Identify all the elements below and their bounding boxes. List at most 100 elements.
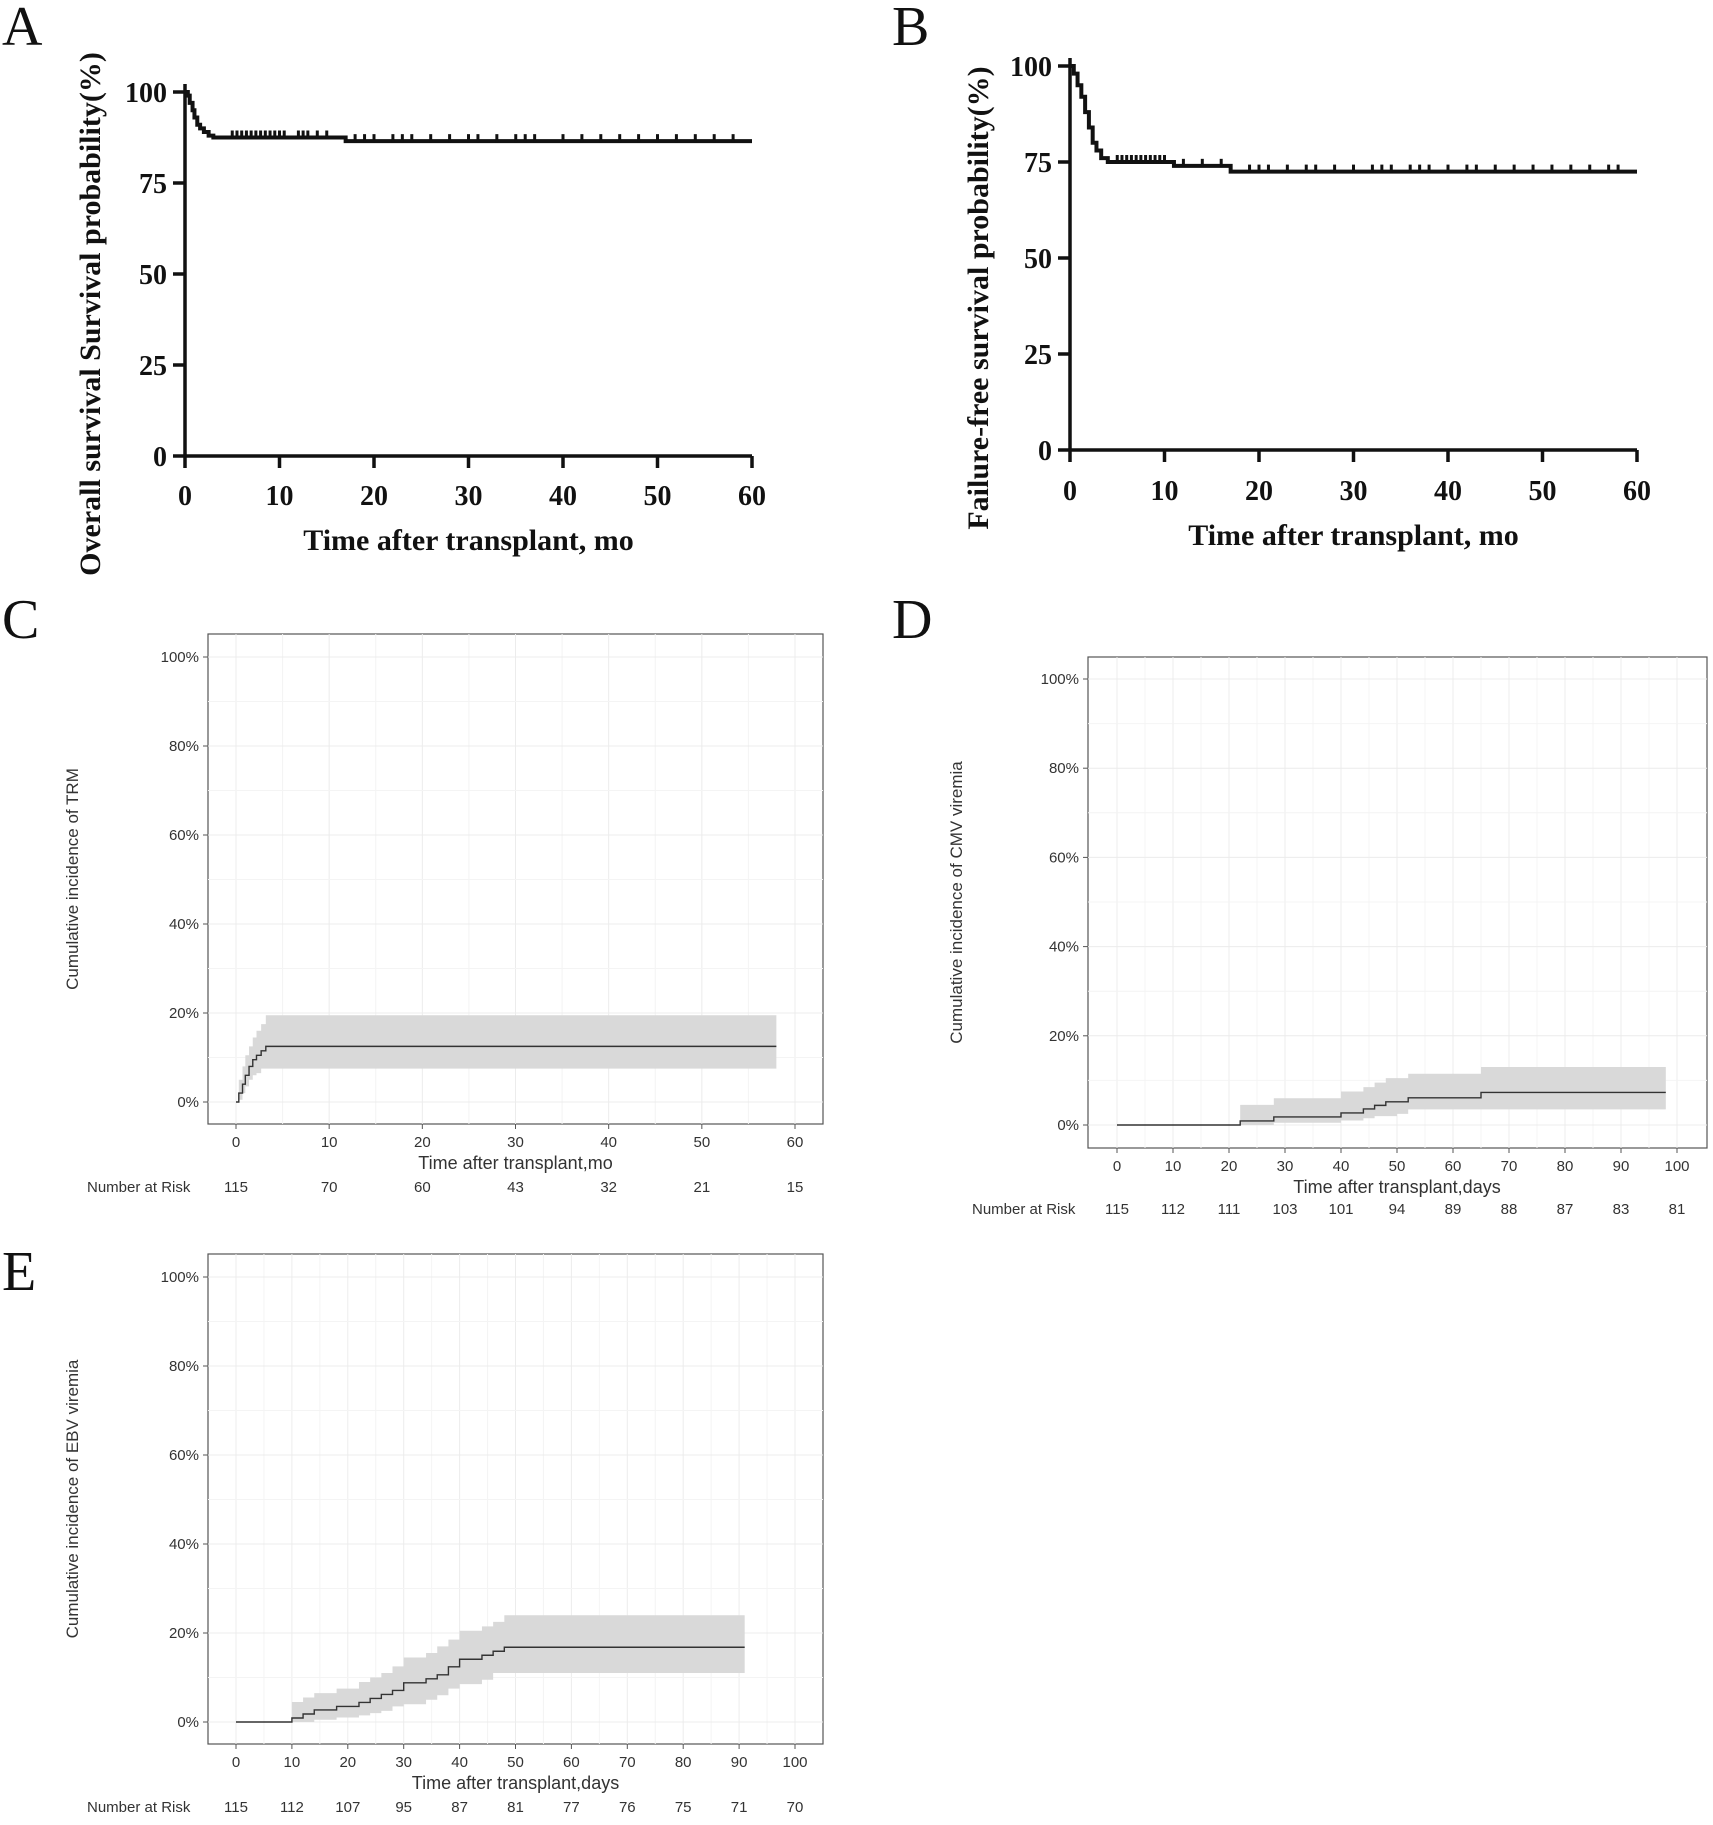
y-tick-label: 100 (125, 78, 167, 109)
x-tick-label: 40 (451, 1754, 468, 1771)
y-tick-label: 100% (1041, 671, 1079, 688)
x-tick-label: 10 (321, 1134, 338, 1151)
y-axis-label: Cumulative incidence of CMV viremia (947, 761, 966, 1044)
risk-table-value: 70 (321, 1179, 338, 1196)
x-tick-label: 20 (339, 1754, 356, 1771)
confidence-band (236, 1015, 777, 1102)
risk-table-value: 21 (693, 1179, 710, 1196)
y-tick-label: 25 (1024, 340, 1052, 371)
risk-table-value: 112 (1161, 1201, 1185, 1218)
y-axis-label: Cumulative incidence of EBV viremia (63, 1359, 82, 1638)
risk-table-value: 115 (224, 1179, 248, 1196)
panel-letter: C (2, 589, 39, 651)
x-tick-label: 100 (1664, 1158, 1689, 1175)
x-tick-label: 50 (507, 1754, 524, 1771)
x-tick-label: 60 (787, 1134, 804, 1151)
x-tick-label: 30 (1277, 1158, 1294, 1175)
y-tick-label: 80% (169, 1358, 199, 1375)
x-tick-label: 30 (395, 1754, 412, 1771)
x-tick-label: 50 (1529, 476, 1557, 507)
panel-letter: B (892, 0, 929, 58)
y-tick-label: 50 (1024, 244, 1052, 275)
y-tick-label: 60% (1049, 849, 1079, 866)
y-tick-label: 60% (169, 827, 199, 844)
y-tick-label: 0% (177, 1714, 199, 1731)
x-axis-label: Time after transplant,days (412, 1773, 619, 1793)
y-tick-label: 100% (161, 649, 199, 666)
risk-table-value: 81 (1669, 1201, 1686, 1218)
x-axis-label: Time after transplant,days (1293, 1177, 1500, 1197)
x-tick-label: 50 (693, 1134, 710, 1151)
x-tick-label: 60 (738, 481, 766, 512)
incidence-curve (236, 1045, 777, 1103)
y-tick-label: 80% (1049, 760, 1079, 777)
x-tick-label: 0 (1113, 1158, 1121, 1175)
risk-table-value: 101 (1328, 1201, 1353, 1218)
x-tick-label: 40 (1434, 476, 1462, 507)
x-tick-label: 50 (644, 481, 672, 512)
risk-table-value: 77 (563, 1799, 580, 1816)
x-tick-label: 60 (563, 1754, 580, 1771)
risk-table-value: 111 (1218, 1201, 1241, 1218)
x-tick-label: 10 (1165, 1158, 1182, 1175)
x-tick-label: 0 (1063, 476, 1077, 507)
risk-table-value: 87 (451, 1799, 468, 1816)
y-tick-label: 20% (169, 1005, 199, 1022)
risk-table-value: 112 (280, 1799, 304, 1816)
incidence-curve (236, 1646, 745, 1723)
x-tick-label: 60 (1623, 476, 1651, 507)
y-tick-label: 20% (1049, 1028, 1079, 1045)
survival-curve (185, 90, 752, 144)
y-tick-label: 75 (1024, 148, 1052, 179)
y-tick-label: 20% (169, 1625, 199, 1642)
y-tick-label: 40% (169, 916, 199, 933)
confidence-band (1117, 1067, 1666, 1125)
survival-curve (1070, 64, 1637, 174)
x-tick-label: 0 (232, 1754, 240, 1771)
x-tick-label: 40 (1333, 1158, 1350, 1175)
x-axis-label: Time after transplant, mo (303, 524, 634, 557)
x-tick-label: 10 (266, 481, 294, 512)
risk-table-label: Number at Risk (87, 1179, 191, 1196)
y-tick-label: 50 (139, 260, 167, 291)
y-tick-label: 0% (1057, 1117, 1079, 1134)
y-axis-label: Failure-free survival probability(%) (962, 66, 995, 529)
panel-letter: D (892, 589, 932, 651)
panel-letter: A (2, 0, 43, 58)
panel-e: E 0 10 20 30 40 50 60 70 80 90 100 0% 20% 40% 60% 80% 100… (2, 1241, 824, 1816)
x-tick-label: 100 (782, 1754, 807, 1771)
risk-table-value: 88 (1501, 1201, 1518, 1218)
risk-table-value: 81 (507, 1799, 524, 1816)
panel-d: D 0 10 20 30 40 50 60 70 80 90 100 0% 20% 40% 60% 80% 100… (892, 589, 1708, 1218)
y-tick-label: 60% (169, 1447, 199, 1464)
risk-table-value: 60 (414, 1179, 431, 1196)
risk-table-value: 115 (1105, 1201, 1129, 1218)
risk-table-value: 71 (731, 1799, 748, 1816)
risk-table-value: 15 (787, 1179, 804, 1196)
y-tick-label: 75 (139, 169, 167, 200)
risk-table-value: 75 (675, 1799, 692, 1816)
x-tick-label: 40 (549, 481, 577, 512)
y-tick-label: 40% (1049, 939, 1079, 956)
y-tick-label: 100% (161, 1269, 199, 1286)
risk-table-value: 32 (600, 1179, 617, 1196)
x-tick-label: 50 (1389, 1158, 1406, 1175)
x-tick-label: 80 (1557, 1158, 1574, 1175)
y-tick-label: 100 (1010, 52, 1052, 83)
panel-letter: E (2, 1241, 36, 1303)
x-tick-label: 70 (1501, 1158, 1518, 1175)
x-tick-label: 20 (360, 481, 388, 512)
risk-table-value: 43 (507, 1179, 524, 1196)
x-tick-label: 60 (1445, 1158, 1462, 1175)
risk-table-value: 76 (619, 1799, 636, 1816)
panel-b: B 0 10 20 30 40 50 60 0 25 50 75 100 Time after trans… (892, 0, 1651, 552)
y-tick-label: 0 (153, 442, 167, 473)
x-tick-label: 30 (1340, 476, 1368, 507)
x-tick-label: 30 (507, 1134, 524, 1151)
risk-table-value: 94 (1389, 1201, 1406, 1218)
x-tick-label: 20 (1245, 476, 1273, 507)
x-axis-label: Time after transplant,mo (418, 1153, 612, 1173)
panel-a: A 0 10 20 30 40 50 60 0 25 50 75 100 Time after trans… (2, 0, 766, 576)
x-tick-label: 0 (232, 1134, 240, 1151)
